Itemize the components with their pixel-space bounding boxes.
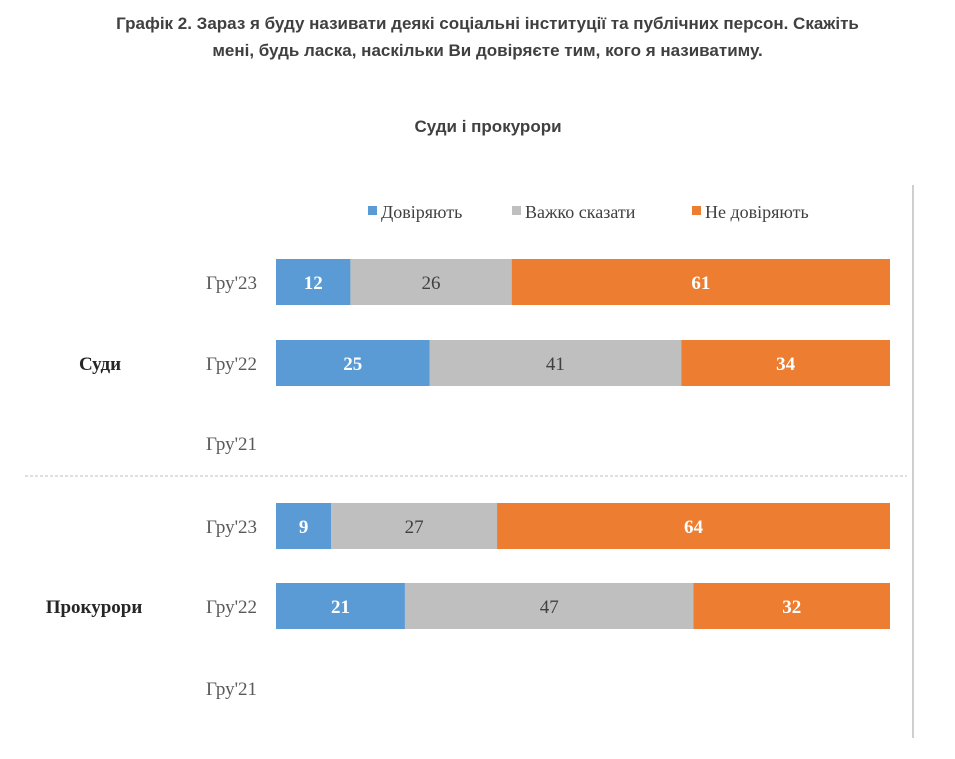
bar-segment xyxy=(350,259,512,305)
category-label: Гру'21 xyxy=(206,679,257,700)
bar-segment xyxy=(693,583,890,629)
data-label: 34 xyxy=(776,354,796,375)
category-label: Гру'23 xyxy=(206,273,257,294)
data-label: 21 xyxy=(331,597,350,618)
bar-segment xyxy=(404,583,694,629)
bar-segment xyxy=(276,583,405,629)
data-label: 25 xyxy=(343,354,362,375)
category-label: Гру'22 xyxy=(206,597,257,618)
bar-segment xyxy=(511,259,890,305)
bar-segment xyxy=(429,340,682,386)
legend-swatch xyxy=(512,206,521,215)
bar-segment xyxy=(276,259,351,305)
bar-segment xyxy=(681,340,890,386)
group-label: Прокурори xyxy=(46,597,143,618)
chart-subtitle: Суди і прокурори xyxy=(414,117,561,136)
legend-label: Не довіряють xyxy=(705,202,809,222)
data-label: 47 xyxy=(540,597,559,618)
legend-swatch xyxy=(368,206,377,215)
legend-swatch xyxy=(692,206,701,215)
legend-label: Важко сказати xyxy=(525,202,636,222)
title-line-2: мені, будь ласка, наскільки Ви довіряєте… xyxy=(212,41,763,60)
bar-segment xyxy=(331,503,498,549)
category-label: Гру'21 xyxy=(206,434,257,455)
data-label: 61 xyxy=(691,273,710,294)
data-label: 41 xyxy=(546,354,565,375)
data-label: 12 xyxy=(304,273,323,294)
chart-title: Графік 2. Зараз я буду називати деякі со… xyxy=(0,10,955,64)
bar-segment xyxy=(276,340,430,386)
bar-segment xyxy=(276,503,332,549)
legend-label: Довіряють xyxy=(381,202,462,222)
category-label: Гру'23 xyxy=(206,517,257,538)
title-line-1: Графік 2. Зараз я буду називати деякі со… xyxy=(116,14,859,33)
data-label: 32 xyxy=(782,597,801,618)
data-label: 26 xyxy=(422,273,441,294)
data-label: 64 xyxy=(684,517,704,538)
data-label: 9 xyxy=(299,517,309,538)
group-label: Суди xyxy=(79,354,121,375)
category-label: Гру'22 xyxy=(206,354,257,375)
bar-segment xyxy=(497,503,890,549)
data-label: 27 xyxy=(405,517,424,538)
